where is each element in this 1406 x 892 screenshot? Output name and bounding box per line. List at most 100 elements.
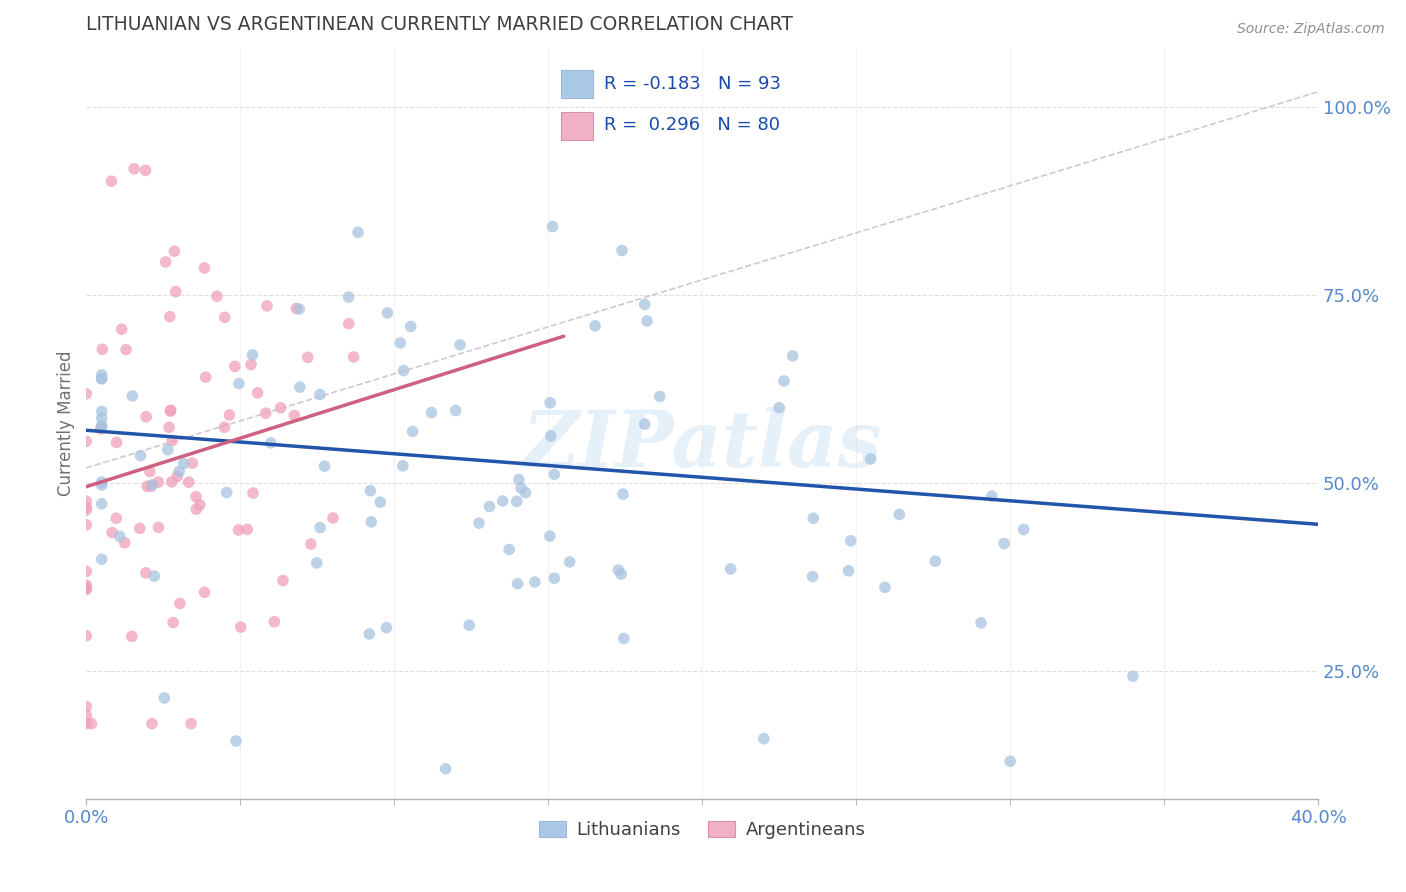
Point	[859, 452, 882, 467]
Point	[169, 596, 191, 610]
Point	[337, 317, 360, 331]
Point	[458, 618, 481, 632]
Point	[538, 529, 561, 543]
Point	[165, 285, 187, 299]
Point	[141, 479, 163, 493]
Point	[270, 401, 292, 415]
Point	[167, 464, 190, 478]
Point	[228, 523, 250, 537]
Text: ZIPatlas: ZIPatlas	[523, 407, 882, 483]
Point	[173, 457, 195, 471]
Point	[90, 368, 112, 382]
Point	[610, 567, 633, 582]
Point	[299, 537, 322, 551]
Point	[838, 564, 860, 578]
Point	[110, 322, 132, 336]
Point	[399, 319, 422, 334]
Point	[148, 475, 170, 489]
Point	[420, 405, 443, 419]
Point	[392, 363, 415, 377]
Point	[156, 442, 179, 457]
Point	[980, 489, 1002, 503]
Point	[135, 566, 157, 580]
Point	[314, 459, 336, 474]
Point	[105, 511, 128, 525]
Point	[1122, 669, 1144, 683]
Point	[801, 511, 824, 525]
Point	[924, 554, 946, 568]
Point	[401, 425, 423, 439]
Point	[75, 386, 97, 401]
Point	[612, 487, 634, 501]
Point	[215, 485, 238, 500]
Point	[1012, 523, 1035, 537]
Point	[177, 475, 200, 490]
Point	[256, 299, 278, 313]
Point	[114, 535, 136, 549]
Point	[998, 754, 1021, 768]
Point	[297, 351, 319, 365]
Point	[283, 409, 305, 423]
Point	[254, 406, 277, 420]
Point	[75, 708, 97, 723]
Point	[90, 411, 112, 425]
Point	[271, 574, 294, 588]
Point	[75, 565, 97, 579]
Point	[166, 469, 188, 483]
Point	[839, 533, 862, 548]
Point	[90, 497, 112, 511]
Point	[768, 401, 790, 415]
Point	[228, 376, 250, 391]
Point	[360, 515, 382, 529]
Point	[359, 483, 381, 498]
Point	[541, 219, 564, 234]
Point	[773, 374, 796, 388]
Point	[506, 494, 529, 508]
Point	[343, 350, 366, 364]
Point	[194, 370, 217, 384]
Point	[540, 429, 562, 443]
Point	[157, 420, 180, 434]
Point	[375, 621, 398, 635]
Point	[80, 716, 103, 731]
Point	[75, 578, 97, 592]
Point	[583, 318, 606, 333]
Point	[634, 297, 657, 311]
Point	[90, 371, 112, 385]
Point	[75, 494, 97, 508]
Point	[159, 310, 181, 324]
Point	[153, 690, 176, 705]
Point	[160, 475, 183, 489]
Point	[648, 389, 671, 403]
Point	[610, 244, 633, 258]
Point	[236, 522, 259, 536]
Point	[75, 517, 97, 532]
Text: LITHUANIAN VS ARGENTINEAN CURRENTLY MARRIED CORRELATION CHART: LITHUANIAN VS ARGENTINEAN CURRENTLY MARR…	[86, 15, 793, 34]
Point	[242, 486, 264, 500]
Point	[240, 358, 263, 372]
Point	[263, 615, 285, 629]
Point	[108, 529, 131, 543]
Point	[214, 420, 236, 434]
Point	[75, 581, 97, 595]
Point	[377, 306, 399, 320]
Point	[359, 627, 381, 641]
Point	[449, 338, 471, 352]
Point	[193, 585, 215, 599]
Point	[970, 615, 993, 630]
Point	[180, 716, 202, 731]
Point	[115, 343, 138, 357]
Point	[184, 490, 207, 504]
Point	[90, 404, 112, 418]
Point	[225, 734, 247, 748]
Point	[392, 458, 415, 473]
Point	[100, 174, 122, 188]
Y-axis label: Currently Married: Currently Married	[58, 350, 75, 495]
Point	[634, 417, 657, 431]
Point	[218, 408, 240, 422]
Point	[90, 419, 112, 434]
Point	[155, 255, 177, 269]
Point	[543, 467, 565, 482]
Point	[309, 520, 332, 534]
Point	[801, 569, 824, 583]
